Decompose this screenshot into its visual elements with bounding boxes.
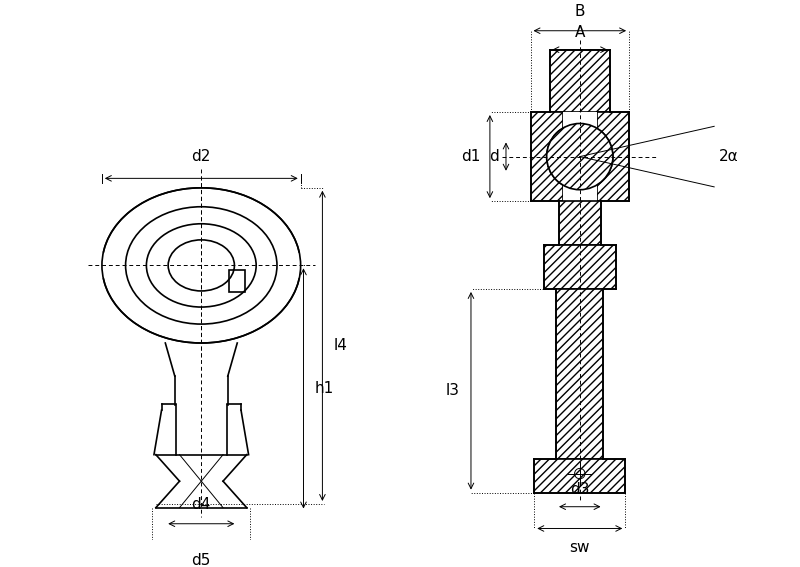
Polygon shape	[562, 112, 597, 201]
Text: h1: h1	[315, 381, 334, 396]
Text: d5: d5	[191, 553, 211, 567]
Polygon shape	[559, 201, 601, 244]
Polygon shape	[530, 112, 562, 201]
Text: d3: d3	[570, 483, 590, 497]
Text: l4: l4	[334, 338, 348, 353]
Circle shape	[546, 124, 613, 190]
Text: sw: sw	[570, 540, 590, 555]
Polygon shape	[556, 289, 603, 459]
Text: 2α: 2α	[719, 149, 738, 164]
Circle shape	[546, 124, 613, 190]
Text: B: B	[574, 5, 585, 19]
Polygon shape	[597, 112, 629, 201]
Polygon shape	[544, 244, 616, 289]
Text: d4: d4	[191, 497, 211, 513]
Bar	[229, 270, 245, 292]
Polygon shape	[550, 50, 610, 112]
Text: l3: l3	[446, 383, 460, 398]
Text: A: A	[574, 25, 585, 40]
Text: d2: d2	[191, 149, 211, 164]
Text: d: d	[489, 149, 498, 164]
Text: d1: d1	[461, 149, 481, 164]
Polygon shape	[534, 459, 626, 493]
